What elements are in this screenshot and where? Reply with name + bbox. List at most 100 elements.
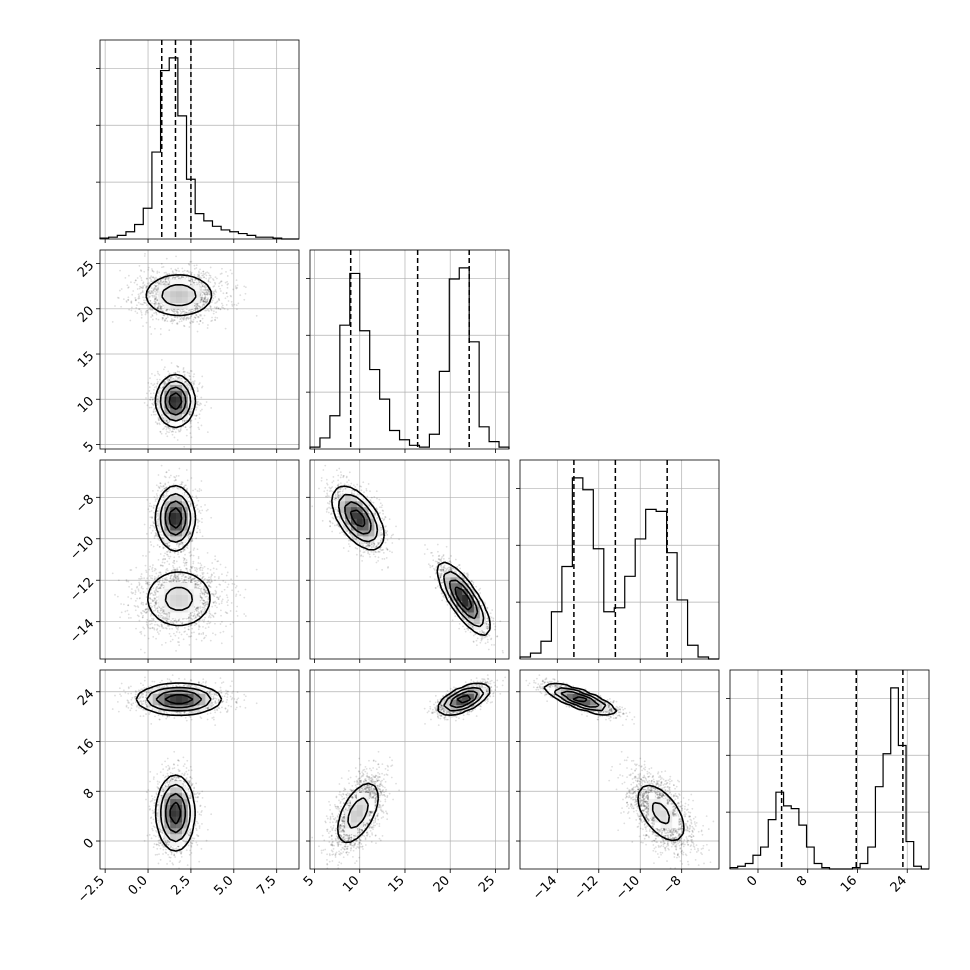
sample-point bbox=[219, 308, 222, 311]
sample-point bbox=[161, 606, 164, 609]
sample-point bbox=[210, 578, 213, 581]
sample-point bbox=[205, 401, 208, 403]
sample-point bbox=[148, 609, 150, 612]
sample-point bbox=[255, 314, 258, 317]
sample-point bbox=[205, 293, 208, 296]
sample-point bbox=[161, 611, 164, 614]
sample-point bbox=[136, 304, 138, 307]
sample-point bbox=[152, 292, 155, 294]
sample-point bbox=[197, 389, 199, 392]
sample-point bbox=[209, 306, 212, 309]
sample-point bbox=[160, 614, 162, 617]
sample-point bbox=[166, 278, 169, 281]
sample-point bbox=[209, 281, 212, 284]
sample-point bbox=[163, 427, 165, 430]
sample-point bbox=[152, 619, 155, 622]
sample-point bbox=[151, 302, 153, 305]
sample-point bbox=[183, 324, 185, 327]
sample-point bbox=[143, 255, 146, 257]
sample-point bbox=[195, 537, 198, 540]
sample-point bbox=[163, 282, 166, 285]
density-cell bbox=[164, 402, 171, 409]
sample-point bbox=[140, 311, 143, 314]
sample-point bbox=[219, 287, 222, 290]
sample-point bbox=[193, 373, 196, 376]
sample-point bbox=[194, 488, 197, 491]
sample-point bbox=[153, 597, 156, 600]
sample-point bbox=[204, 296, 207, 299]
sample-point bbox=[155, 298, 157, 301]
sample-point bbox=[195, 314, 198, 317]
sample-point bbox=[155, 312, 158, 315]
sample-point bbox=[172, 310, 175, 313]
density-cell bbox=[187, 290, 194, 298]
sample-point bbox=[161, 644, 163, 646]
sample-point bbox=[142, 587, 144, 590]
sample-point bbox=[197, 610, 200, 613]
sample-point bbox=[138, 295, 141, 297]
sample-point bbox=[153, 303, 156, 305]
sample-point bbox=[156, 284, 159, 287]
sample-point bbox=[164, 375, 167, 378]
sample-point bbox=[198, 632, 201, 635]
sample-point bbox=[186, 316, 188, 319]
sample-point bbox=[145, 285, 148, 288]
sample-point bbox=[147, 508, 150, 511]
sample-point bbox=[169, 320, 172, 323]
sample-point bbox=[185, 319, 188, 321]
sample-point bbox=[145, 611, 148, 614]
sample-point bbox=[199, 569, 202, 571]
sample-point bbox=[191, 495, 194, 498]
sample-point bbox=[138, 308, 140, 310]
sample-point bbox=[164, 280, 167, 283]
sample-point bbox=[176, 308, 179, 311]
sample-point bbox=[160, 413, 163, 416]
sample-point bbox=[207, 290, 210, 293]
sample-point bbox=[149, 377, 151, 380]
sample-point bbox=[209, 266, 212, 269]
sample-point bbox=[235, 593, 238, 596]
sample-point bbox=[201, 294, 204, 297]
sample-point bbox=[168, 283, 171, 286]
sample-point bbox=[201, 285, 204, 287]
sample-point bbox=[212, 310, 215, 313]
sample-point bbox=[205, 277, 208, 280]
sample-point bbox=[198, 615, 201, 618]
sample-point bbox=[166, 281, 169, 284]
sample-point bbox=[203, 590, 206, 592]
sample-point bbox=[198, 274, 200, 277]
sample-point bbox=[149, 295, 151, 298]
sample-point bbox=[151, 617, 153, 620]
sample-point bbox=[187, 318, 190, 320]
sample-point bbox=[195, 414, 198, 417]
sample-point bbox=[169, 376, 172, 379]
sample-point bbox=[160, 358, 163, 361]
sample-point bbox=[156, 307, 159, 310]
sample-point bbox=[173, 573, 176, 576]
sample-point bbox=[179, 429, 182, 432]
sample-point bbox=[221, 620, 223, 623]
sample-point bbox=[167, 370, 170, 373]
histogram-panel-0 bbox=[96, 39, 300, 243]
sample-point bbox=[190, 410, 193, 413]
sample-point bbox=[152, 404, 155, 407]
sample-point bbox=[155, 297, 158, 300]
sample-point bbox=[223, 307, 226, 310]
sample-point bbox=[206, 298, 209, 301]
sample-point bbox=[209, 586, 212, 589]
sample-point bbox=[168, 273, 170, 275]
sample-point bbox=[158, 283, 160, 286]
sample-point bbox=[203, 636, 206, 639]
sample-point bbox=[95, 615, 97, 617]
sample-point bbox=[191, 280, 194, 283]
sample-point bbox=[165, 432, 167, 435]
y-tick-label: 5 bbox=[81, 439, 97, 455]
sample-point bbox=[195, 567, 198, 569]
density-cell bbox=[164, 384, 171, 391]
sample-point bbox=[164, 577, 166, 580]
sample-point bbox=[156, 299, 159, 302]
sample-point bbox=[167, 283, 170, 285]
sample-point bbox=[131, 293, 134, 296]
sample-point bbox=[219, 595, 222, 598]
